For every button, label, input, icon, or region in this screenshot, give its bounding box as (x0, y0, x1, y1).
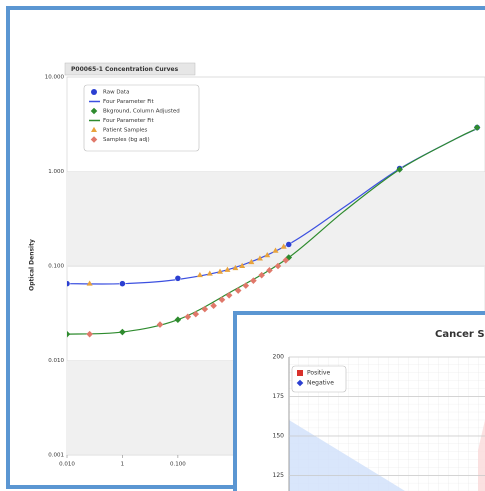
chart-2: Cancer S 125 150 175 200 Positive Negative (233, 311, 485, 491)
legend: Raw Data Four Parameter Fit Bkground, Colu… (83, 84, 200, 152)
point (280, 243, 287, 249)
legend-label: Bkground, Column Adjusted (103, 109, 180, 115)
chart-title: P00065-1 Concentration Curves (71, 66, 179, 73)
legend-label: Samples (bg adj) (103, 137, 150, 143)
point (266, 267, 273, 274)
point (201, 305, 209, 313)
point (274, 262, 282, 270)
point (119, 328, 126, 336)
x-tick-label: 0.100 (170, 462, 186, 468)
point (196, 271, 203, 278)
point (285, 241, 292, 248)
negative-region (289, 420, 405, 491)
point (91, 126, 97, 132)
y-tick-label: 1.000 (48, 169, 64, 175)
legend-box (83, 84, 200, 152)
point (248, 258, 255, 265)
y-tick-label: 10.000 (45, 75, 65, 81)
legend-label: Four Parameter Fit (103, 118, 154, 124)
legend-label: Positive (307, 370, 330, 377)
point (296, 379, 304, 387)
point (272, 247, 279, 253)
point (156, 321, 164, 328)
point (206, 270, 213, 276)
legend-label: Raw Data (103, 90, 129, 96)
legend: Positive Negative (291, 365, 347, 393)
legend-label: Patient Samples (103, 128, 148, 134)
plot (67, 124, 481, 338)
x-tick-label: 1 (121, 462, 125, 468)
y-tick-label: 0.100 (48, 264, 64, 270)
point (174, 316, 182, 324)
x-tick-label: 0.010 (59, 462, 75, 468)
chart-title: Cancer S (435, 329, 485, 340)
point (224, 266, 231, 272)
point (86, 330, 93, 338)
point (297, 370, 303, 376)
point (86, 280, 93, 286)
point (239, 262, 246, 268)
point (67, 330, 71, 338)
point (225, 291, 233, 299)
point (184, 313, 192, 321)
point (119, 280, 126, 287)
point (90, 107, 98, 115)
point (232, 264, 239, 271)
point (192, 310, 200, 318)
y-tick-label: 175 (273, 393, 285, 400)
legend-box (291, 365, 347, 393)
point (90, 136, 98, 143)
point (218, 296, 226, 303)
y-axis-label: Optical Density (29, 239, 36, 291)
point (210, 302, 217, 310)
y-tick-label: 0.001 (48, 453, 64, 459)
point (67, 280, 71, 287)
point (473, 124, 481, 131)
point (91, 89, 97, 95)
legend-label: Four Parameter Fit (103, 99, 154, 105)
point (242, 282, 250, 289)
title-tab (64, 62, 196, 76)
positive-region (478, 420, 485, 491)
point (396, 166, 403, 173)
point (282, 256, 290, 264)
y-tick-label: 200 (273, 354, 285, 361)
y-tick-label: 125 (273, 472, 285, 479)
legend-label: Negative (307, 380, 334, 387)
y-tick-label: 150 (273, 433, 285, 440)
point (234, 287, 242, 294)
point (174, 275, 182, 282)
point (264, 252, 271, 258)
point (258, 271, 265, 279)
point (285, 254, 293, 261)
y-tick-label: 0.010 (48, 358, 64, 364)
point (250, 277, 257, 284)
point (217, 268, 224, 274)
point (256, 255, 263, 261)
